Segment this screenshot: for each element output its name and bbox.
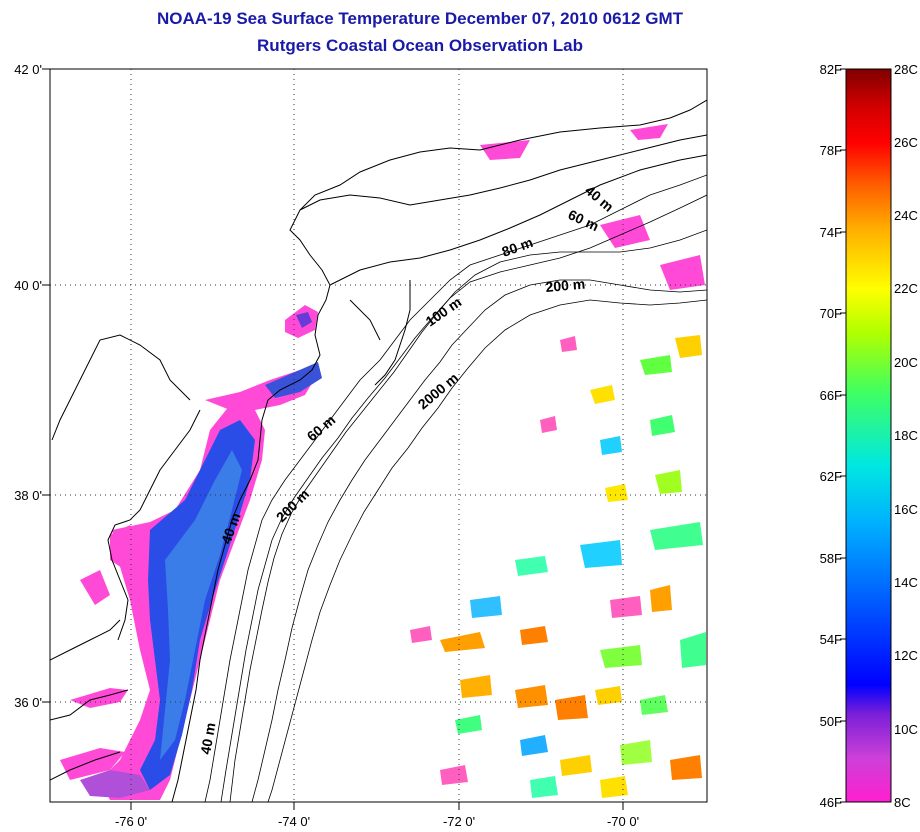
colorbar-c-label: 12C (894, 648, 918, 663)
lat-label: 36 0' (14, 695, 42, 710)
lat-label: 38 0' (14, 488, 42, 503)
lon-label: -76 0' (115, 814, 147, 829)
contour-label: 40 m (197, 721, 218, 755)
lon-label: -72 0' (443, 814, 475, 829)
colorbar-f-label: 54F (820, 632, 842, 647)
coastline (171, 99, 707, 802)
colorbar-c-label: 8C (894, 795, 911, 810)
sst-field (60, 124, 706, 800)
colorbar (845, 68, 892, 803)
colorbar-f-label: 66F (820, 388, 842, 403)
colorbar-c-label: 22C (894, 281, 918, 296)
lon-label: -70 0' (607, 814, 639, 829)
map-title: NOAA-19 Sea Surface Temperature December… (157, 9, 683, 28)
colorbar-ticks (840, 68, 846, 803)
colorbar-f-label: 78F (820, 143, 842, 158)
graticule (50, 69, 707, 802)
colorbar-f-label: 82F (820, 62, 842, 77)
bathymetry-contours (204, 174, 707, 802)
colorbar-c-label: 20C (894, 355, 918, 370)
colorbar-c-label: 16C (894, 502, 918, 517)
map-subtitle: Rutgers Coastal Ocean Observation Lab (257, 36, 583, 55)
colorbar-f-label: 50F (820, 714, 842, 729)
colorbar-f-label: 46F (820, 795, 842, 810)
lat-label: 40 0' (14, 278, 42, 293)
lon-label: -74 0' (278, 814, 310, 829)
colorbar-c-label: 10C (894, 722, 918, 737)
contour-label: 200 m (545, 276, 586, 295)
colorbar-f-label: 58F (820, 551, 842, 566)
colorbar-c-label: 24C (894, 208, 918, 223)
colorbar-f-label: 62F (820, 469, 842, 484)
colorbar-c-label: 26C (894, 135, 918, 150)
colorbar-c-label: 28C (894, 62, 918, 77)
colorbar-c-label: 18C (894, 428, 918, 443)
colorbar-c-label: 14C (894, 575, 918, 590)
lat-label: 42 0' (14, 62, 42, 77)
colorbar-f-label: 74F (820, 225, 842, 240)
colorbar-f-label: 70F (820, 306, 842, 321)
axis-ticks (42, 68, 624, 810)
